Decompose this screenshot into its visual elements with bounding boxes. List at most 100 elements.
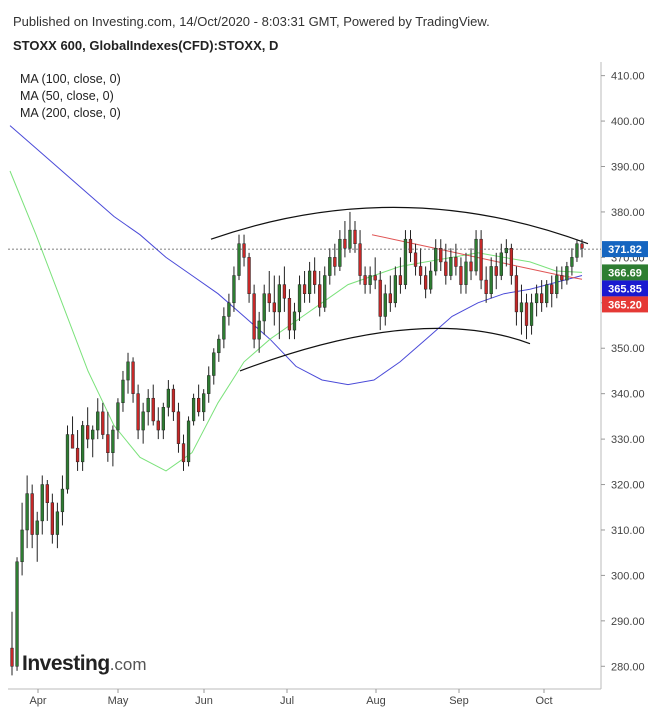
- y-tick-label: 340.00: [611, 389, 645, 401]
- investing-logo[interactable]: Investing.com: [22, 652, 147, 676]
- candle-body: [338, 238, 342, 267]
- candle-body: [368, 275, 372, 285]
- published-header: Published on Investing.com, 14/Oct/2020 …: [13, 14, 490, 29]
- candle-body: [469, 261, 473, 272]
- candle-body: [60, 488, 65, 513]
- price-tag-label: 365.20: [608, 299, 642, 311]
- candle-body: [459, 266, 463, 285]
- candle-body: [429, 270, 433, 290]
- candle-body: [363, 275, 367, 285]
- candle-body: [151, 397, 155, 422]
- candle-body: [494, 266, 498, 276]
- price-tag-label: 371.82: [608, 244, 642, 256]
- candle-body: [141, 411, 145, 431]
- candle-body: [449, 257, 453, 276]
- candle-body: [398, 275, 403, 285]
- y-tick-label: 390.00: [611, 162, 645, 174]
- candle-body: [353, 229, 357, 244]
- candle-body: [191, 397, 196, 422]
- candle-body: [50, 502, 54, 535]
- candle-body: [464, 261, 468, 285]
- candle-body: [80, 425, 85, 463]
- arc-lower: [239, 327, 531, 372]
- candle-body: [70, 434, 75, 449]
- candle-body: [358, 243, 362, 276]
- candle-body: [307, 270, 312, 294]
- candle-body: [262, 293, 266, 322]
- candle-body: [181, 443, 186, 463]
- candle-body: [529, 302, 534, 326]
- candle-body: [171, 388, 176, 413]
- candle-body: [292, 311, 297, 331]
- y-tick-label: 290.00: [611, 616, 645, 628]
- x-tick-label: Jun: [195, 695, 213, 707]
- candle-body: [242, 243, 246, 258]
- candle-body: [550, 284, 554, 294]
- price-tag-label: 365.85: [608, 283, 642, 295]
- y-tick-label: 330.00: [611, 434, 645, 446]
- candle-body: [514, 275, 519, 313]
- candle-body: [30, 493, 34, 535]
- candle-body: [106, 434, 110, 453]
- candle-body: [15, 561, 19, 667]
- candle-body: [25, 493, 29, 531]
- candle-body: [570, 257, 574, 267]
- candle-body: [383, 293, 387, 317]
- ma50-legend-item[interactable]: MA (50, close, 0): [20, 89, 114, 103]
- ma200-legend-item[interactable]: MA (200, close, 0): [20, 106, 121, 120]
- ma100-line: [9, 125, 583, 386]
- candle-body: [10, 647, 14, 667]
- candle-body: [227, 302, 231, 317]
- logo-brand: Investing: [22, 652, 110, 675]
- candle-body: [75, 447, 80, 463]
- candle-body: [444, 261, 448, 276]
- logo-suffix: .com: [109, 655, 147, 674]
- ma100-legend-item[interactable]: MA (100, close, 0): [20, 72, 121, 86]
- candle-body: [176, 411, 181, 444]
- candle-body: [116, 402, 120, 431]
- candle-body: [423, 275, 428, 290]
- candle-body: [111, 429, 115, 453]
- candle-body: [86, 425, 90, 440]
- candle-body: [232, 275, 236, 304]
- price-tag-bg: [602, 296, 648, 313]
- price-tag-bg: [602, 264, 648, 281]
- candle-body: [65, 434, 70, 490]
- candle-body: [318, 284, 322, 308]
- candle-body: [348, 229, 352, 249]
- x-tick-label: Sep: [449, 695, 469, 707]
- candle-body: [524, 302, 529, 326]
- y-tick-label: 300.00: [611, 570, 645, 582]
- candle-body: [55, 511, 60, 535]
- candle-body: [257, 320, 261, 340]
- x-tick-label: May: [108, 695, 129, 707]
- candle-body: [156, 420, 160, 431]
- candle-body: [333, 257, 337, 267]
- candle-body: [504, 248, 508, 254]
- candle-body: [161, 407, 165, 431]
- candle-body: [272, 302, 276, 313]
- candle-body: [96, 411, 100, 431]
- candle-body: [509, 248, 514, 276]
- candle-body: [343, 238, 347, 249]
- candle-body: [121, 379, 125, 404]
- candle-body: [146, 397, 150, 413]
- candle-body: [222, 316, 226, 340]
- y-tick-label: 310.00: [611, 525, 645, 537]
- price-tags: 371.82 366.69 365.85 365.20: [602, 241, 648, 313]
- candle-body: [197, 397, 201, 413]
- candle-body: [237, 243, 241, 276]
- candle-body: [101, 411, 105, 435]
- candle-body: [565, 266, 569, 281]
- candle-body: [499, 252, 503, 276]
- candle-body: [408, 238, 413, 254]
- candle-body: [277, 284, 281, 313]
- y-tick-label: 380.00: [611, 207, 645, 219]
- candle-body: [413, 252, 418, 267]
- candle-body: [313, 270, 317, 285]
- candle-body: [302, 284, 307, 294]
- candle-body: [474, 238, 478, 272]
- candle-body: [555, 275, 559, 294]
- candle-body: [484, 279, 488, 294]
